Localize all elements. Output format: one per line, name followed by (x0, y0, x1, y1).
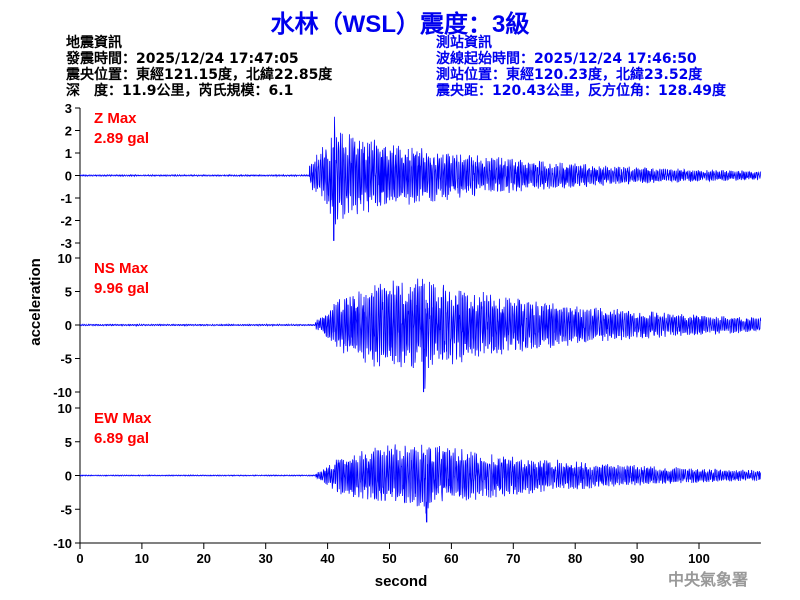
origin-time: 發震時間：2025/12/24 17:47:05 (66, 51, 299, 67)
max-label-z: Z Max (94, 110, 137, 127)
y-tick-label: -2 (60, 214, 72, 229)
wave-start-time: 波線起始時間：2025/12/24 17:46:50 (436, 51, 697, 67)
x-tick-label: 40 (320, 551, 334, 566)
waveform-ew (79, 444, 762, 523)
depth-magnitude: 深 度：11.9公里，芮氏規模：6.1 (66, 83, 294, 99)
x-tick-label: 70 (506, 551, 520, 566)
x-tick-label: 100 (688, 551, 710, 566)
station-info: 測站資訊 波線起始時間：2025/12/24 17:46:50 測站位置：東經1… (436, 35, 726, 99)
event-info-heading: 地震資訊 (66, 35, 122, 51)
y-tick-label: 10 (58, 251, 72, 266)
x-tick-label: 10 (135, 551, 149, 566)
y-tick-label: 0 (65, 318, 72, 333)
y-tick-label: -10 (53, 536, 72, 551)
x-tick-label: 30 (258, 551, 272, 566)
max-label-ns: NS Max (94, 260, 149, 277)
x-tick-label: 50 (382, 551, 396, 566)
max-value-z: 2.89 gal (94, 130, 149, 147)
y-tick-label: -5 (60, 502, 72, 517)
station-info-heading: 測站資訊 (436, 35, 492, 51)
y-tick-label: -10 (53, 385, 72, 400)
watermark: 中央氣象署 (667, 570, 748, 589)
y-tick-label: 0 (65, 469, 72, 484)
x-tick-label: 60 (444, 551, 458, 566)
max-value-ns: 9.96 gal (94, 280, 149, 297)
station-location: 測站位置：東經120.23度，北緯23.52度 (436, 67, 703, 83)
y-tick-label: -5 (60, 352, 72, 367)
epicenter: 震央位置：東經121.15度，北緯22.85度 (66, 67, 333, 83)
waveform-z (79, 116, 762, 241)
y-tick-label: 10 (58, 401, 72, 416)
max-label-ew: EW Max (94, 410, 152, 427)
max-value-ew: 6.89 gal (94, 430, 149, 447)
x-tick-label: 0 (76, 551, 83, 566)
x-axis-label: second (375, 573, 428, 590)
y-tick-label: 5 (65, 285, 72, 300)
waveform-ns (79, 278, 762, 393)
y-tick-label: -3 (60, 236, 72, 251)
y-tick-label: -1 (60, 191, 72, 206)
y-tick-label: 1 (65, 146, 72, 161)
event-info: 地震資訊 發震時間：2025/12/24 17:47:05 震央位置：東經121… (66, 35, 332, 99)
x-tick-label: 80 (568, 551, 582, 566)
y-tick-label: 2 (65, 124, 72, 139)
chart-title: 水林（WSL）震度：3級 (270, 11, 530, 38)
distance-azimuth: 震央距：120.43公里，反方位角：128.49度 (436, 83, 727, 99)
y-tick-label: 0 (65, 169, 72, 184)
x-tick-label: 90 (630, 551, 644, 566)
y-tick-label: 5 (65, 435, 72, 450)
y-axis-label: acceleration (27, 258, 44, 346)
y-tick-label: 3 (65, 101, 72, 116)
x-tick-label: 20 (197, 551, 211, 566)
